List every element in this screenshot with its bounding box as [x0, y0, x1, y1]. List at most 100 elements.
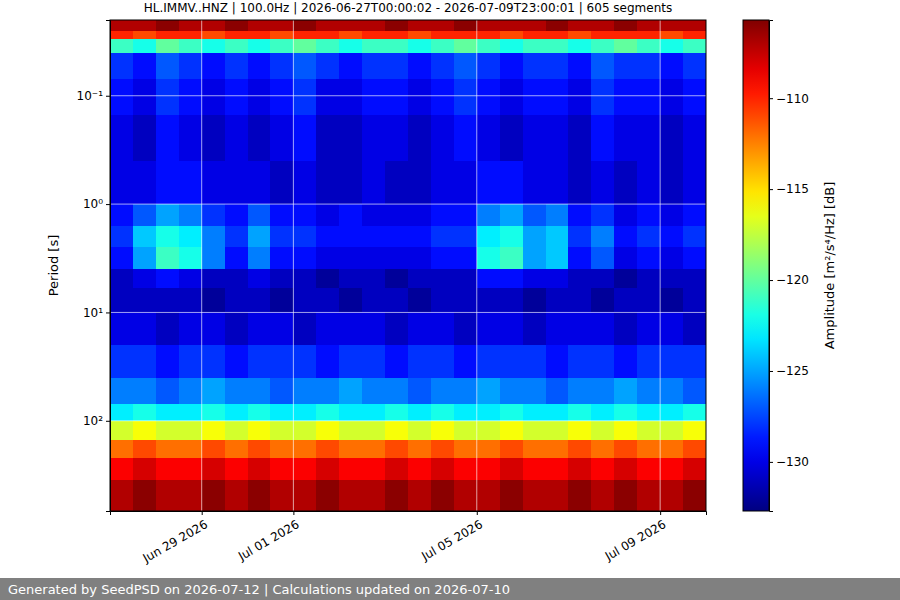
cell [454, 404, 478, 421]
cell [683, 31, 706, 40]
cell [454, 31, 478, 40]
cell [179, 204, 203, 227]
cell [523, 79, 547, 115]
cell [477, 404, 501, 421]
cell [568, 31, 592, 40]
cell [454, 79, 478, 115]
cell [156, 480, 180, 511]
colorbar-tick-mark [769, 462, 773, 463]
cell [385, 53, 409, 80]
cell [362, 79, 386, 115]
cell [637, 20, 661, 31]
cell [500, 53, 524, 80]
cell [500, 79, 524, 115]
cell [179, 378, 203, 405]
y-tick-mark [106, 312, 110, 313]
cell [270, 226, 294, 248]
cell [202, 345, 226, 378]
cell [660, 161, 684, 205]
cell [133, 53, 157, 80]
cell [683, 345, 706, 378]
cell [546, 480, 570, 511]
cell [408, 79, 432, 115]
cell [683, 115, 706, 162]
colorbar-tick-mark [769, 189, 773, 190]
cell [110, 440, 134, 459]
cell [546, 204, 570, 227]
cell [660, 404, 684, 421]
cell [362, 440, 386, 459]
cell [225, 404, 249, 421]
cell [133, 288, 157, 313]
x-tick: Jul 09 2026 [602, 511, 669, 564]
cell [546, 421, 570, 441]
cell [408, 115, 432, 162]
cell [683, 440, 706, 459]
grid-line-x [476, 20, 477, 511]
cell [133, 20, 157, 31]
x-tick: Jul 05 2026 [418, 511, 485, 564]
cell [339, 226, 363, 248]
cell [568, 312, 592, 345]
cell [591, 226, 615, 248]
cell [683, 53, 706, 80]
cell [431, 312, 455, 345]
cell [179, 345, 203, 378]
cell [523, 440, 547, 459]
cell [546, 404, 570, 421]
cell [133, 440, 157, 459]
cell [248, 269, 272, 289]
cell [293, 269, 317, 289]
cell [339, 440, 363, 459]
cell [202, 226, 226, 248]
cell [339, 480, 363, 511]
cell [431, 226, 455, 248]
cell [637, 345, 661, 378]
cell [156, 440, 180, 459]
cell [316, 31, 340, 40]
cell [500, 226, 524, 248]
x-tick-label: Jul 01 2026 [235, 517, 302, 564]
cell [202, 421, 226, 441]
cell [591, 53, 615, 80]
cell [591, 312, 615, 345]
cell [660, 226, 684, 248]
cell [614, 20, 638, 31]
cell [500, 345, 524, 378]
cell [523, 115, 547, 162]
cell [568, 404, 592, 421]
cell [362, 39, 386, 53]
cell [270, 269, 294, 289]
cell [568, 115, 592, 162]
cell [385, 288, 409, 313]
cell [500, 378, 524, 405]
cell [225, 20, 249, 31]
cell [385, 115, 409, 162]
cell [133, 404, 157, 421]
cell [637, 312, 661, 345]
cell [225, 378, 249, 405]
cell [248, 20, 272, 31]
colorbar-tick-mark [769, 280, 773, 281]
cell [293, 20, 317, 31]
cell [546, 161, 570, 205]
cell [316, 404, 340, 421]
colorbar-tick-label: −125 [776, 364, 809, 378]
cell [156, 31, 180, 40]
cell [133, 378, 157, 405]
cell [408, 480, 432, 511]
cell [454, 20, 478, 31]
cell [339, 115, 363, 162]
cell [156, 421, 180, 441]
cell [454, 247, 478, 270]
y-axis: 10⁻¹10⁰10¹10² [77, 21, 111, 512]
cell [477, 288, 501, 313]
footer-band [0, 578, 900, 600]
cell [637, 31, 661, 40]
cell [546, 20, 570, 31]
cell [339, 421, 363, 441]
y-axis-title: Period [s] [46, 235, 61, 297]
y-tick: 10² [83, 414, 110, 428]
cell [248, 404, 272, 421]
footer: Generated by SeedPSD on 2026-07-12 | Cal… [8, 582, 510, 597]
